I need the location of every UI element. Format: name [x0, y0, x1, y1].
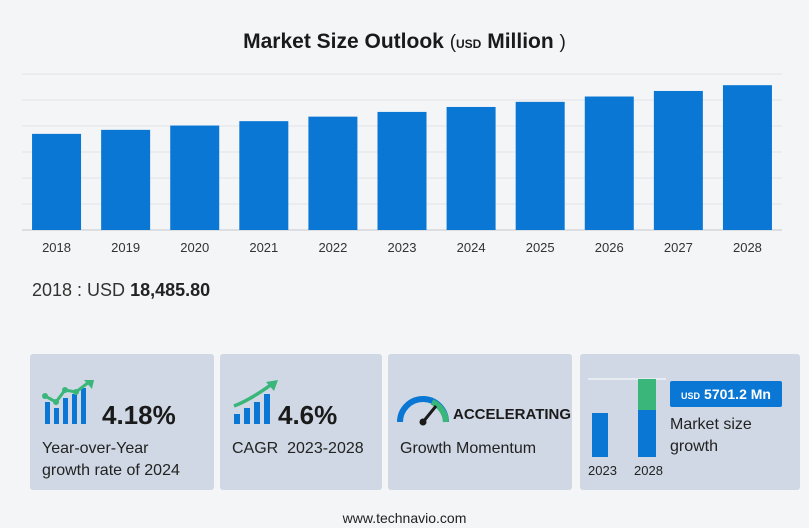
momentum-description: Growth Momentum	[400, 440, 537, 457]
x-tick-2024: 2024	[457, 240, 486, 255]
mini-bar-2028-growth	[638, 379, 656, 410]
cagr-value: 4.6%	[278, 400, 338, 430]
cagr-description: CAGR 2023-2028	[232, 440, 364, 457]
yoy-card: 4.18% Year-over-Year growth rate of 2024	[30, 354, 214, 490]
mini-year-end: 2028	[634, 463, 663, 478]
x-tick-2027: 2027	[664, 240, 693, 255]
x-tick-2022: 2022	[318, 240, 347, 255]
x-tick-2018: 2018	[42, 240, 71, 255]
bar-2024	[446, 106, 496, 230]
growth-chart-icon	[42, 380, 94, 424]
growth-card	[580, 354, 800, 490]
title-open-paren: (	[449, 32, 457, 53]
growth-desc-line2: growth	[670, 438, 719, 455]
title-suffix: Million	[487, 30, 554, 53]
mini-growth-chart	[588, 378, 666, 457]
yoy-value: 4.18%	[102, 400, 176, 430]
footer-url: www.technavio.com	[342, 510, 467, 526]
growth-desc-line1: Market size	[670, 416, 752, 433]
bar-2018	[32, 133, 82, 230]
chart-bars	[32, 85, 772, 231]
growth-badge: USD 5701.2 Mn	[670, 381, 782, 407]
mini-year-start: 2023	[588, 463, 617, 478]
chart-x-ticks: 2018 2019 2020 2021 2022 2023 2024 2025 2026 2027…	[42, 240, 762, 255]
chart-title: Market Size Outlook (USD Million )	[0, 30, 809, 54]
x-tick-2028: 2028	[733, 240, 762, 255]
title-main: Market Size Outlook	[243, 30, 444, 53]
cagr-card: 4.6% CAGR 2023-2028	[220, 354, 382, 490]
growth-description: Market size growth	[670, 414, 752, 458]
x-tick-2025: 2025	[526, 240, 555, 255]
title-unit: USD	[456, 37, 482, 51]
mini-bar-2023	[592, 413, 608, 457]
yoy-desc-line2: growth rate of 2024	[42, 462, 180, 479]
cagr-chart-icon	[233, 380, 278, 424]
x-tick-2021: 2021	[249, 240, 278, 255]
speedometer-icon	[397, 396, 449, 426]
mini-bar-2028-base	[638, 410, 656, 457]
momentum-value: ACCELERATING	[453, 406, 572, 423]
bar-chart: 2018 2019 2020 2021 2022 2023 2024 2025 2026 2027…	[22, 73, 782, 255]
bar-2020	[170, 125, 220, 230]
badge-value: 5701.2 Mn	[704, 386, 771, 402]
bar-2026	[584, 96, 634, 231]
bar-2021	[239, 121, 289, 230]
bar-2022	[308, 116, 358, 230]
momentum-card	[388, 354, 572, 490]
x-tick-2019: 2019	[111, 240, 140, 255]
base-year-value: 2018 : USD 18,485.80	[32, 280, 210, 301]
badge-unit: USD	[681, 391, 701, 401]
title-close-paren: )	[559, 32, 566, 53]
yoy-desc-line1: Year-over-Year	[42, 440, 149, 457]
x-tick-2020: 2020	[180, 240, 209, 255]
x-tick-2026: 2026	[595, 240, 624, 255]
x-tick-2023: 2023	[388, 240, 417, 255]
bar-2023	[377, 111, 427, 230]
base-value-number: 18,485.80	[130, 280, 211, 300]
base-value-label: 2018 : USD	[32, 280, 126, 300]
bar-2019	[101, 129, 151, 230]
yoy-description: Year-over-Year growth rate of 2024	[42, 438, 180, 482]
bar-2027	[653, 90, 703, 230]
bar-2028	[722, 85, 772, 231]
bar-2025	[515, 101, 565, 230]
